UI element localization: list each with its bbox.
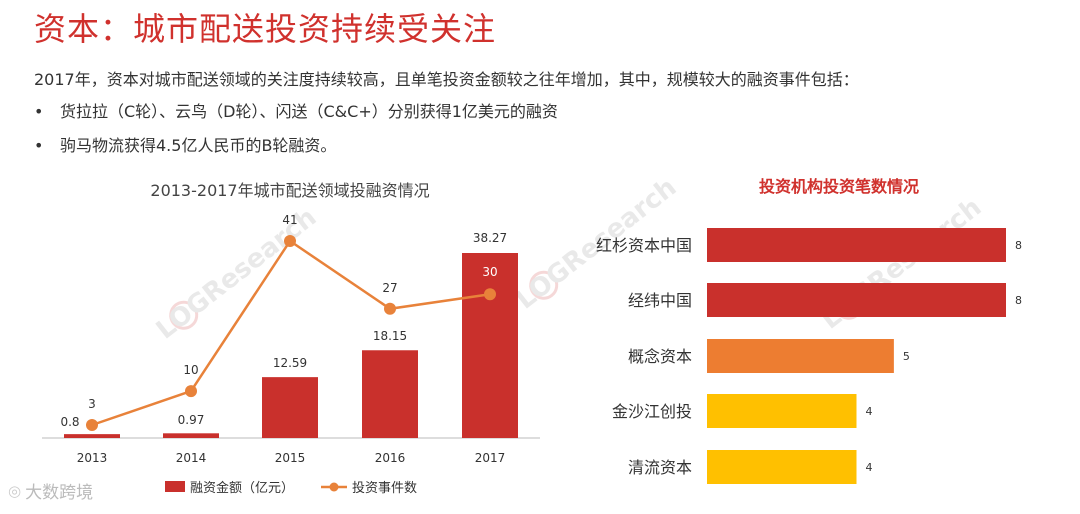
chart2-bar (707, 450, 857, 484)
chart2-bar (707, 339, 894, 373)
chart1-x-tick-label: 2013 (77, 451, 108, 465)
chart1-bar-value-label: 12.59 (273, 356, 307, 370)
chart1-title: 2013-2017年城市配送领域投融资情况 (150, 181, 429, 200)
chart1-line-point (384, 302, 396, 315)
chart1-line-point (284, 235, 296, 247)
chart2-category-label: 金沙江创投 (612, 402, 692, 421)
bullet-text: 货拉拉（C轮）、云鸟（D轮）、闪送（C&C+）分别获得1亿美元的融资 (60, 102, 558, 121)
chart1-line-point (484, 288, 496, 301)
chart2-category-label: 清流资本 (628, 458, 692, 477)
chart1-line-value-label: 3 (88, 397, 96, 411)
chart1-bar (262, 377, 318, 438)
chart1-line-point (86, 419, 98, 431)
chart1-bar-value-label: 18.15 (373, 329, 407, 343)
chart1-line-value-label: 41 (282, 213, 297, 227)
chart2-category-label: 经纬中国 (628, 291, 692, 310)
chart1-legend-line-marker (329, 482, 339, 492)
chart2-value-label: 8 (1015, 294, 1022, 307)
chart2-bar (707, 394, 857, 428)
chart1-bar (163, 433, 219, 438)
footer-brand: ◎ 大数跨境 (8, 478, 94, 504)
chart1-line-value-label: 10 (183, 363, 198, 377)
chart1-line-point (185, 385, 197, 398)
chart1-bar-value-label: 38.27 (473, 231, 507, 245)
chart1-legend-line-label: 投资事件数 (352, 480, 417, 496)
chart2-title: 投资机构投资笔数情况 (759, 177, 919, 196)
chart1-x-tick-label: 2015 (275, 451, 306, 465)
chart2-category-label: 红杉资本中国 (596, 236, 692, 255)
watermark-ring-icon (169, 300, 199, 330)
bullet-item: • 驹马物流获得4.5亿人民币的B轮融资。 (34, 132, 336, 156)
chart1-legend-bar-label: 融资金额（亿元） (190, 480, 294, 496)
chart2-value-label: 8 (1015, 239, 1022, 252)
chart1-x-tick-label: 2016 (375, 451, 406, 465)
chart1-bar (362, 350, 418, 438)
chart1-x-tick-label: 2014 (176, 451, 207, 465)
chart1-bar (64, 434, 120, 438)
chart2-value-label: 4 (866, 405, 873, 418)
chart2-value-label: 5 (903, 350, 910, 363)
chart1-x-tick-label: 2017 (475, 451, 506, 465)
chart2-category-label: 概念资本 (628, 347, 692, 366)
bullet-dot: • (34, 102, 44, 121)
bullet-dot: • (34, 136, 44, 155)
chart1-bar (462, 253, 518, 438)
chart2-bar (707, 283, 1006, 317)
footer-brand-text: 大数跨境 (25, 483, 94, 503)
chart1-line-value-label: 30 (482, 265, 497, 279)
page-title: 资本：城市配送投资持续受关注 (34, 10, 497, 48)
chart1-legend-bar-swatch (165, 481, 185, 492)
chart2-bar (707, 228, 1006, 262)
chart2-value-label: 4 (866, 461, 873, 474)
watermark-ring-icon (529, 270, 559, 300)
intro-text: 2017年，资本对城市配送领域的关注度持续较高，且单笔投资金额较之往年增加，其中… (34, 70, 859, 89)
chart1-bar-value-label: 0.8 (60, 415, 79, 429)
bullet-text: 驹马物流获得4.5亿人民币的B轮融资。 (60, 136, 337, 155)
brand-logo-icon: ◎ (8, 481, 22, 500)
chart1-bar-value-label: 0.97 (178, 413, 205, 427)
bullet-item: • 货拉拉（C轮）、云鸟（D轮）、闪送（C&C+）分别获得1亿美元的融资 (34, 98, 558, 122)
chart1-line-value-label: 27 (382, 281, 397, 295)
